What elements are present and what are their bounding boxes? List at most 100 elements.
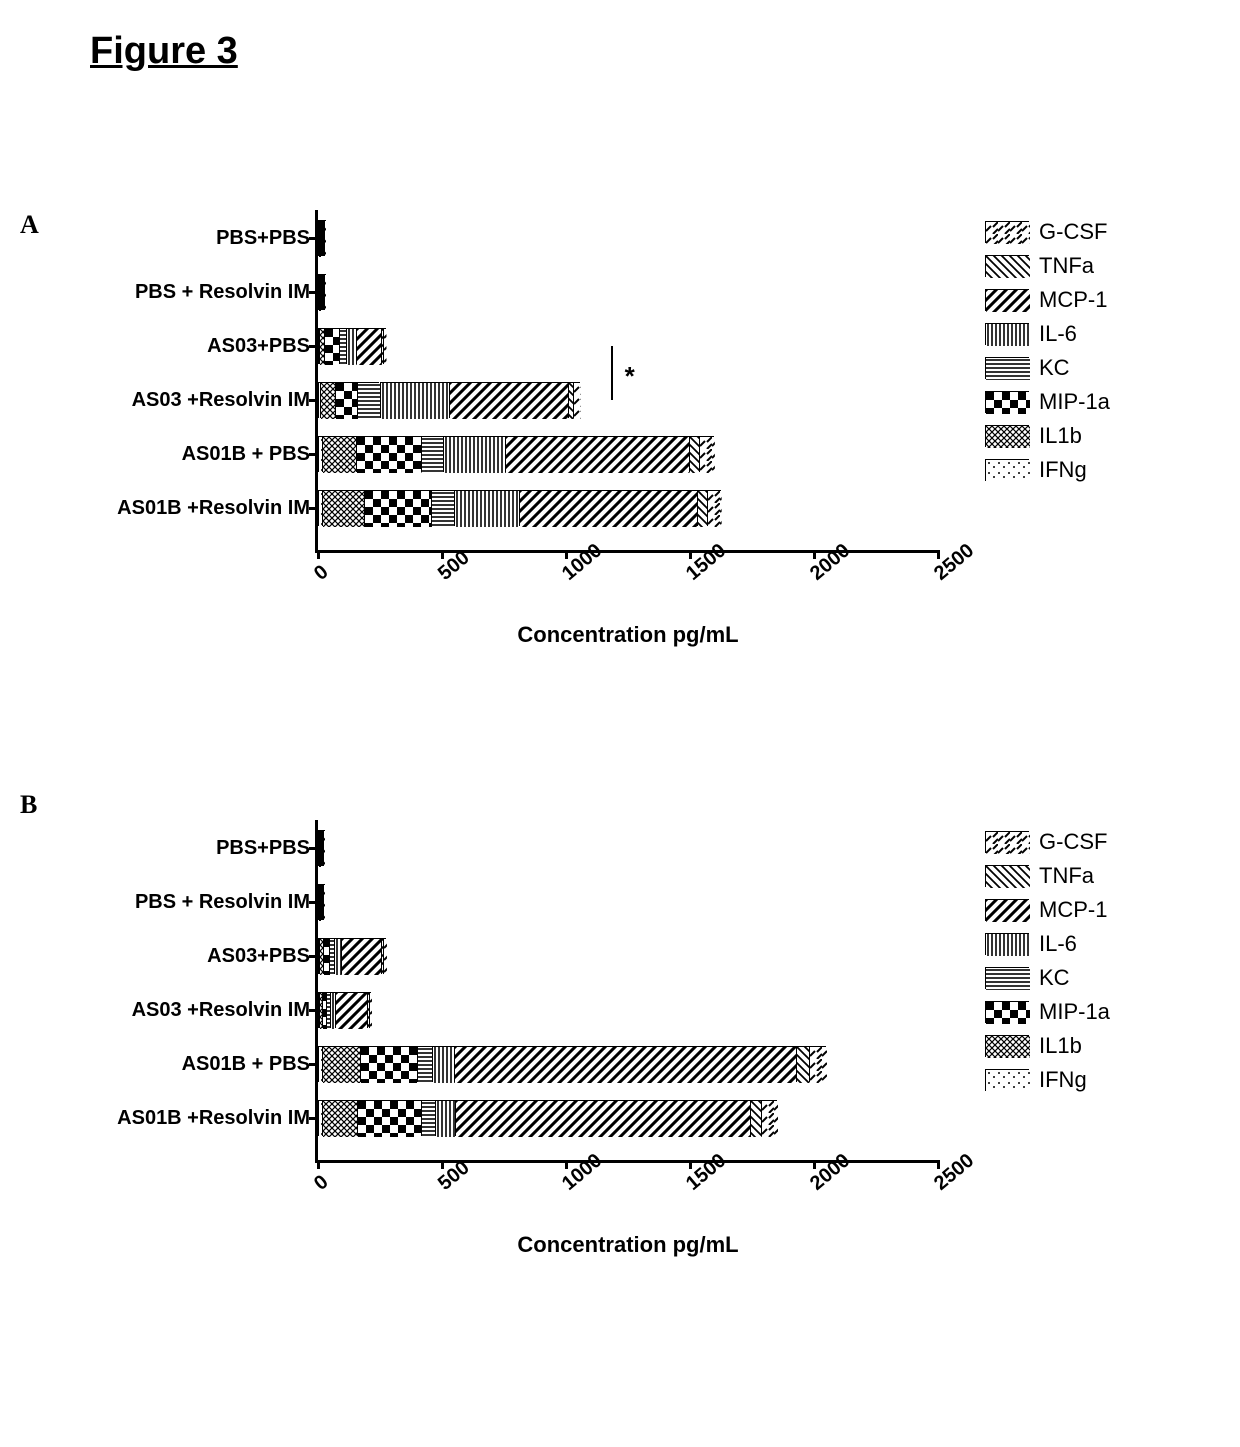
x-tick: [689, 550, 692, 559]
x-tick-label: 1500: [682, 539, 731, 585]
x-tick-label: 0: [310, 1171, 333, 1196]
x-tick: [565, 1160, 568, 1169]
plot-area-A: 05001000150020002500Concentration pg/mLP…: [315, 210, 938, 553]
legend-swatch-TNFa: [985, 255, 1029, 277]
x-tick-label: 0: [310, 561, 333, 586]
bar-segment-IL1b: [322, 436, 357, 472]
bar-segment-MIP-1a: [357, 1100, 421, 1136]
bar-segment-MIP-1a: [364, 490, 431, 526]
category-label: AS03+PBS: [207, 328, 318, 364]
x-axis-title: Concentration pg/mL: [318, 622, 938, 648]
legend-label: IL1b: [1039, 423, 1082, 449]
bar-segment-G-CSF: [761, 1100, 777, 1136]
bar-segment-G-CSF: [707, 490, 721, 526]
bar-segment-G-CSF: [369, 992, 371, 1028]
x-tick: [317, 550, 320, 559]
legend-swatch-IFNg: [985, 1069, 1029, 1091]
bar-segment-MCP-1: [519, 490, 698, 526]
bar-segment-MCP-1: [455, 1100, 750, 1136]
category-label: PBS+PBS: [216, 830, 318, 866]
category-label: PBS + Resolvin IM: [135, 884, 318, 920]
x-tick-label: 1000: [558, 1149, 607, 1195]
x-tick: [937, 1160, 940, 1169]
x-tick-label: 1000: [558, 539, 607, 585]
legend-item: IFNg: [985, 453, 1110, 487]
legend-label: MCP-1: [1039, 897, 1107, 923]
bar-segment-MCP-1: [454, 1046, 796, 1082]
x-tick-label: 1500: [682, 1149, 731, 1195]
legend-label: MCP-1: [1039, 287, 1107, 313]
x-tick: [317, 1160, 320, 1169]
category-label: PBS + Resolvin IM: [135, 274, 318, 310]
legend-item: TNFa: [985, 859, 1110, 893]
bar-segment-TNFa: [796, 1046, 808, 1082]
bar-segment-G-CSF: [323, 830, 325, 866]
bar-segment-MCP-1: [341, 938, 381, 974]
legend-item: MIP-1a: [985, 385, 1110, 419]
legend-label: KC: [1039, 965, 1070, 991]
bar-segment-G-CSF: [383, 938, 386, 974]
legend-swatch-MCP-1: [985, 289, 1029, 311]
x-tick: [937, 550, 940, 559]
legend-item: MCP-1: [985, 283, 1110, 317]
x-tick: [565, 550, 568, 559]
legend-label: KC: [1039, 355, 1070, 381]
legend-A: G-CSF TNFa MCP-1 IL-6 KC MIP-1a IL1b IFNg: [985, 215, 1110, 487]
legend-swatch-G-CSF: [985, 221, 1029, 243]
legend-item: IL-6: [985, 317, 1110, 351]
legend-item: IL1b: [985, 419, 1110, 453]
bar-segment-TNFa: [697, 490, 707, 526]
bar-segment-KC: [421, 436, 443, 472]
legend-swatch-MIP-1a: [985, 1001, 1029, 1023]
bar-segment-G-CSF: [699, 436, 714, 472]
bar-segment-KC: [431, 490, 455, 526]
bar-segment-IL-6: [435, 1100, 455, 1136]
significance-line: [611, 346, 613, 400]
bar-segment-IL1b: [322, 1046, 359, 1082]
legend-swatch-MIP-1a: [985, 391, 1029, 413]
legend-item: G-CSF: [985, 825, 1110, 859]
legend-label: IL-6: [1039, 321, 1077, 347]
legend-label: TNFa: [1039, 253, 1094, 279]
legend-label: IL1b: [1039, 1033, 1082, 1059]
x-tick-label: 2000: [806, 1149, 855, 1195]
panel-label-B: B: [20, 790, 37, 820]
bar-segment-IL1b: [320, 382, 335, 418]
legend-item: IL-6: [985, 927, 1110, 961]
legend-label: MIP-1a: [1039, 999, 1110, 1025]
x-tick: [813, 1160, 816, 1169]
bar-segment-G-CSF: [809, 1046, 826, 1082]
bar-segment-G-CSF: [324, 220, 326, 256]
legend-item: MIP-1a: [985, 995, 1110, 1029]
bar-segment-IL1b: [322, 1100, 357, 1136]
bar-segment-KC: [417, 1046, 432, 1082]
bar-segment-TNFa: [750, 1100, 761, 1136]
bar-segment-MCP-1: [449, 382, 568, 418]
legend-item: MCP-1: [985, 893, 1110, 927]
legend-swatch-KC: [985, 357, 1029, 379]
significance-star: *: [625, 361, 635, 392]
x-tick: [689, 1160, 692, 1169]
legend-swatch-IL1b: [985, 1035, 1029, 1057]
bar-segment-IL-6: [346, 328, 356, 364]
bar-segment-IL-6: [443, 436, 505, 472]
bar-segment-MIP-1a: [360, 1046, 417, 1082]
x-tick-label: 2500: [930, 539, 979, 585]
panel-label-A: A: [20, 210, 39, 240]
legend-B: G-CSFTNFa MCP-1 IL-6 KC MIP-1a IL1b IFNg: [985, 825, 1110, 1097]
bar-segment-IL-6: [380, 382, 449, 418]
legend-swatch-IL-6: [985, 323, 1029, 345]
bar-segment-IL-6: [432, 1046, 454, 1082]
x-tick-label: 2000: [806, 539, 855, 585]
legend-item: IL1b: [985, 1029, 1110, 1063]
figure-title: Figure 3: [90, 30, 238, 73]
legend-swatch-G-CSF: [985, 831, 1029, 853]
x-tick: [441, 1160, 444, 1169]
bar-segment-MIP-1a: [324, 328, 339, 364]
legend-label: IFNg: [1039, 1067, 1087, 1093]
bar-segment-MCP-1: [505, 436, 689, 472]
legend-item: G-CSF: [985, 215, 1110, 249]
bar-segment-KC: [357, 382, 379, 418]
legend-item: KC: [985, 961, 1110, 995]
category-label: PBS+PBS: [216, 220, 318, 256]
